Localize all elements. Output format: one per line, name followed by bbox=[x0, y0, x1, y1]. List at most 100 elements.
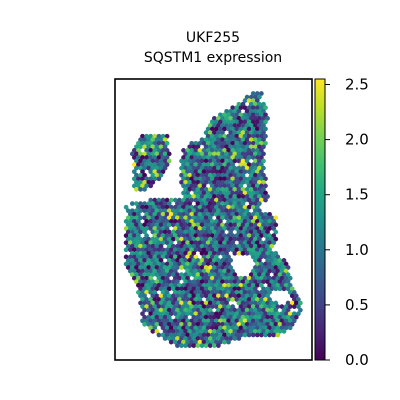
expression-spot bbox=[211, 314, 217, 320]
expression-spot bbox=[213, 240, 219, 246]
expression-spot bbox=[244, 307, 250, 313]
expression-spot bbox=[234, 318, 240, 324]
expression-spot bbox=[203, 215, 209, 221]
expression-spot bbox=[228, 329, 234, 334]
expression-spot bbox=[144, 254, 149, 260]
expression-spot bbox=[168, 304, 174, 309]
expression-spot bbox=[224, 151, 229, 157]
expression-spot bbox=[289, 300, 295, 306]
expression-spot bbox=[275, 325, 281, 331]
expression-spot bbox=[246, 176, 252, 182]
expression-spot bbox=[127, 219, 133, 224]
expression-spot bbox=[191, 222, 197, 228]
expression-spot bbox=[265, 243, 270, 249]
expression-spot bbox=[193, 275, 199, 281]
expression-spot bbox=[250, 183, 256, 189]
expression-spot bbox=[232, 172, 238, 178]
expression-spot bbox=[296, 311, 301, 317]
expression-spot bbox=[183, 215, 188, 221]
expression-spot bbox=[244, 321, 250, 327]
expression-spot bbox=[257, 329, 262, 334]
expression-spot bbox=[216, 272, 221, 277]
expression-spot bbox=[207, 321, 213, 327]
expression-spot bbox=[177, 318, 182, 324]
expression-spot bbox=[230, 282, 236, 288]
expression-spot bbox=[259, 240, 264, 246]
expression-spot bbox=[261, 265, 266, 270]
expression-spot bbox=[213, 204, 219, 210]
expression-spot bbox=[213, 261, 219, 267]
expression-spot bbox=[203, 258, 209, 263]
expression-spot bbox=[189, 254, 195, 260]
expression-spot bbox=[177, 204, 182, 210]
expression-spot bbox=[148, 275, 154, 281]
expression-spot bbox=[195, 272, 201, 277]
expression-spot bbox=[170, 243, 176, 249]
expression-spot bbox=[209, 211, 215, 217]
expression-spot bbox=[164, 219, 170, 224]
expression-spot bbox=[148, 311, 154, 317]
expression-spot bbox=[146, 151, 152, 157]
expression-spot bbox=[162, 293, 168, 299]
expression-spot bbox=[218, 211, 223, 217]
expression-spot bbox=[127, 233, 133, 238]
expression-spot bbox=[230, 148, 236, 153]
expression-spot bbox=[201, 211, 207, 217]
expression-spot bbox=[222, 318, 227, 324]
expression-spot bbox=[279, 318, 285, 324]
expression-spot bbox=[293, 300, 299, 306]
expression-spot bbox=[218, 133, 223, 139]
expression-spot bbox=[211, 130, 217, 135]
expression-spot bbox=[164, 204, 170, 210]
expression-spot bbox=[158, 137, 164, 143]
expression-spot bbox=[142, 208, 147, 214]
expression-spot bbox=[191, 286, 197, 292]
expression-spot bbox=[261, 272, 266, 277]
expression-spot bbox=[138, 293, 143, 299]
expression-spot bbox=[195, 265, 201, 270]
expression-spot bbox=[142, 243, 147, 249]
expression-spot bbox=[191, 215, 197, 221]
expression-spot bbox=[248, 123, 254, 128]
expression-spot bbox=[148, 176, 154, 182]
expression-spot bbox=[271, 325, 277, 331]
expression-spot bbox=[136, 254, 141, 260]
expression-spot bbox=[185, 226, 190, 231]
expression-spot bbox=[230, 140, 236, 146]
expression-spot bbox=[218, 190, 223, 196]
expression-spot bbox=[254, 112, 260, 118]
expression-spot bbox=[193, 190, 199, 196]
expression-spot bbox=[185, 155, 190, 160]
expression-spot bbox=[164, 226, 170, 231]
expression-spot bbox=[199, 250, 205, 256]
expression-spot bbox=[236, 314, 242, 320]
expression-spot bbox=[213, 325, 219, 331]
expression-spot bbox=[162, 300, 168, 306]
expression-spot bbox=[254, 261, 260, 267]
expression-spot bbox=[195, 343, 201, 348]
expression-spot bbox=[248, 236, 254, 242]
expression-spot bbox=[185, 176, 190, 182]
expression-spot bbox=[166, 222, 172, 228]
expression-spot bbox=[240, 279, 246, 285]
expression-spot bbox=[226, 148, 231, 153]
expression-spot bbox=[246, 226, 252, 231]
expression-spot bbox=[164, 254, 170, 260]
expression-spot bbox=[181, 282, 186, 288]
expression-spot bbox=[250, 290, 256, 295]
expression-spot bbox=[213, 290, 219, 295]
expression-spot bbox=[148, 254, 154, 260]
expression-spot bbox=[216, 279, 221, 285]
expression-spot bbox=[162, 236, 168, 242]
expression-spot bbox=[222, 197, 227, 203]
expression-spot bbox=[148, 219, 154, 224]
expression-spot bbox=[254, 240, 260, 246]
expression-spot bbox=[205, 268, 211, 274]
expression-spot bbox=[144, 140, 149, 146]
expression-spot bbox=[181, 318, 186, 324]
expression-spot bbox=[273, 279, 279, 285]
expression-spot bbox=[230, 126, 236, 132]
expression-spot bbox=[263, 290, 268, 295]
expression-spot bbox=[185, 297, 190, 302]
expression-spot bbox=[240, 293, 246, 299]
